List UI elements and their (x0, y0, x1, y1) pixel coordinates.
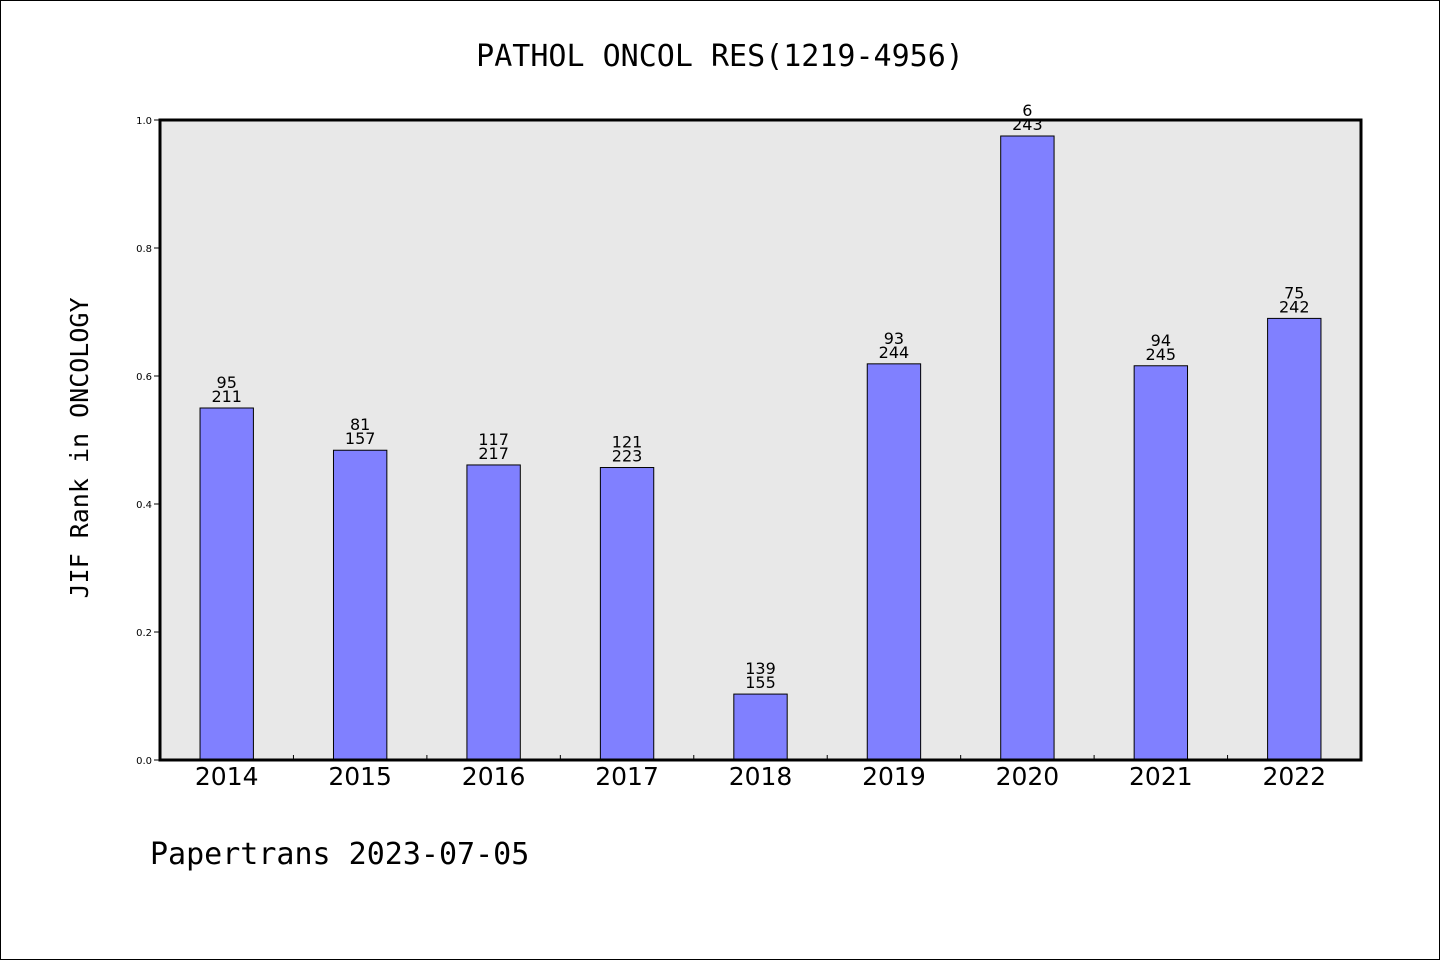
bar-2015 (332, 449, 388, 761)
bar-2018 (733, 693, 788, 761)
y-tick-label: 1.0 (136, 116, 152, 127)
bar-rank-label: 81 (350, 415, 370, 434)
bar-2016 (466, 464, 521, 761)
bar-rank-label: 94 (1151, 331, 1171, 350)
y-tick-label: 0.2 (136, 628, 152, 639)
bar-2017 (599, 467, 655, 761)
bar-total-label: 245 (1146, 345, 1177, 364)
bar-total-label: 157 (345, 429, 376, 448)
x-tick-label: 2014 (195, 762, 259, 791)
x-tick-label: 2016 (462, 762, 526, 791)
y-tick-label: 0.6 (136, 372, 152, 383)
bar-rank-label: 75 (1284, 283, 1304, 302)
plot-border (158, 118, 1363, 762)
x-tick-label: 2015 (328, 762, 392, 791)
bar-2021 (1133, 365, 1189, 761)
x-tick-label: 2018 (729, 762, 793, 791)
y-axis-label: JIF Rank in ONCOLOGY (65, 297, 94, 598)
chart-title: PATHOL ONCOL RES(1219-4956) (476, 39, 964, 74)
x-tick-label: 2020 (996, 762, 1060, 791)
bar-total-label: 244 (879, 343, 910, 362)
y-tick-label: 0.4 (136, 500, 152, 511)
bar-2014 (199, 407, 254, 761)
bar-total-label: 155 (745, 673, 776, 692)
bar-rank-label: 6 (1022, 101, 1032, 120)
x-tick-label: 2022 (1262, 762, 1326, 791)
plot-area: 0.00.20.40.60.81.09521120148115720151172… (136, 101, 1363, 791)
y-tick-label: 0.8 (136, 244, 152, 255)
x-tick-label: 2017 (595, 762, 659, 791)
bar-rank-label: 117 (478, 430, 509, 449)
y-tick-label: 0.0 (136, 756, 152, 767)
bar-total-label: 211 (211, 387, 242, 406)
x-tick-label: 2021 (1129, 762, 1193, 791)
bar-2022 (1267, 317, 1322, 761)
bar-2020 (1000, 135, 1055, 761)
x-tick-label: 2019 (862, 762, 926, 791)
bar-2019 (866, 363, 922, 761)
bar-total-label: 217 (478, 444, 509, 463)
bar-total-label: 243 (1012, 115, 1043, 134)
footer-watermark: Papertrans 2023-07-05 (150, 837, 529, 872)
bar-rank-label: 95 (217, 373, 237, 392)
bar-rank-label: 139 (745, 659, 776, 678)
bar-rank-label: 121 (612, 433, 643, 452)
bar-total-label: 242 (1279, 297, 1310, 316)
bar-total-label: 223 (612, 447, 643, 466)
bar-rank-label: 93 (884, 329, 904, 348)
